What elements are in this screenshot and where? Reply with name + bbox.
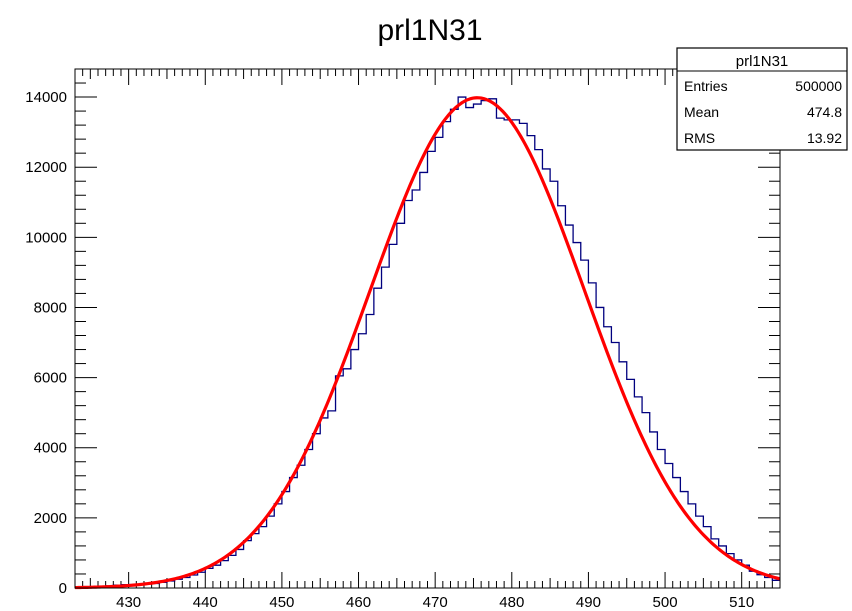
x-tick-label: 460 xyxy=(346,594,371,611)
chart-title: prl1N31 xyxy=(377,14,482,47)
y-tick-label: 6000 xyxy=(34,370,67,387)
y-tick-label: 12000 xyxy=(25,159,67,176)
y-tick-label: 0 xyxy=(59,580,67,597)
x-tick-label: 500 xyxy=(653,594,678,611)
y-tick-label: 2000 xyxy=(34,510,67,527)
stats-entries-value: 500000 xyxy=(795,78,842,94)
axis-ticks xyxy=(74,68,781,589)
x-tick-labels: 430 440 450 460 470 480 490 500 510 xyxy=(116,594,754,611)
stats-entries-label: Entries xyxy=(684,78,728,94)
x-tick-label: 490 xyxy=(576,594,601,611)
stats-box-title: prl1N31 xyxy=(736,53,789,70)
x-tick-label: 430 xyxy=(116,594,141,611)
x-tick-label: 440 xyxy=(193,594,218,611)
x-tick-label: 510 xyxy=(729,594,754,611)
y-tick-label: 10000 xyxy=(25,229,67,246)
y-tick-label: 4000 xyxy=(34,440,67,457)
y-tick-labels: 0 2000 4000 6000 8000 10000 12000 14000 xyxy=(25,89,67,597)
stats-rms-value: 13.92 xyxy=(807,130,842,146)
gaussian-fit-line xyxy=(74,96,781,590)
stats-rms-label: RMS xyxy=(684,130,715,146)
x-tick-label: 450 xyxy=(269,594,294,611)
plot-frame xyxy=(74,68,781,589)
fit-curve xyxy=(74,96,781,590)
x-tick-label: 470 xyxy=(423,594,448,611)
stats-mean-value: 474.8 xyxy=(807,104,842,120)
x-tick-label: 480 xyxy=(499,594,524,611)
stats-box-frame xyxy=(676,47,848,151)
stats-mean-label: Mean xyxy=(684,104,719,120)
stats-box: prl1N31 Entries 500000 Mean 474.8 RMS 13… xyxy=(676,47,848,151)
y-tick-label: 8000 xyxy=(34,299,67,316)
y-tick-label: 14000 xyxy=(25,89,67,106)
